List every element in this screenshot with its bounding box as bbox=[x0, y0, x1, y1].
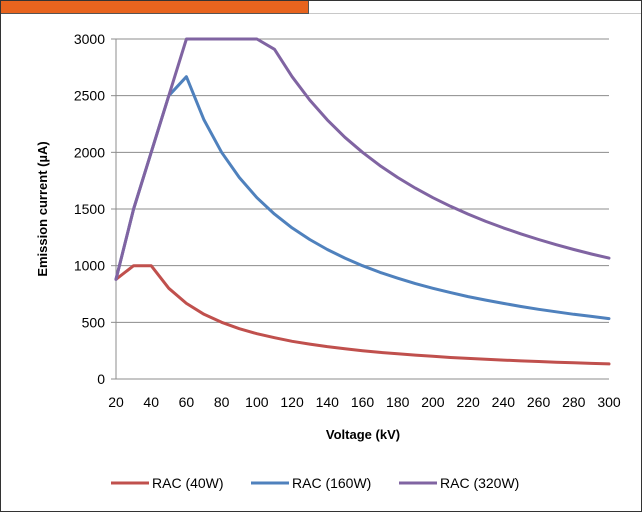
x-tick-label: 120 bbox=[280, 394, 304, 410]
y-tick-label: 0 bbox=[97, 371, 105, 387]
y-tick-labels: 0 500 1000 1500 2000 2500 3000 bbox=[74, 31, 105, 387]
x-tick-label: 180 bbox=[386, 394, 410, 410]
series-line-2 bbox=[114, 75, 611, 321]
x-tick-label: 280 bbox=[562, 394, 586, 410]
y-axis-title: Emission current (µA) bbox=[35, 141, 50, 276]
y-tick-label: 1500 bbox=[74, 201, 105, 217]
y-tick-label: 2500 bbox=[74, 88, 105, 104]
x-tick-label: 140 bbox=[316, 394, 340, 410]
header-divider bbox=[309, 1, 641, 14]
x-tick-label: 80 bbox=[214, 394, 230, 410]
legend-label-3: RAC (320W) bbox=[440, 475, 519, 491]
legend-label-2: RAC (160W) bbox=[292, 475, 371, 491]
x-tick-label: 300 bbox=[597, 394, 621, 410]
x-tick-label: 60 bbox=[179, 394, 195, 410]
y-tick-label: 2000 bbox=[74, 144, 105, 160]
x-tick-label: 100 bbox=[245, 394, 269, 410]
y-tick-label: 3000 bbox=[74, 31, 105, 47]
x-tick-label: 200 bbox=[421, 394, 445, 410]
x-tick-label: 40 bbox=[143, 394, 159, 410]
series-line-3 bbox=[114, 37, 611, 281]
axes bbox=[111, 38, 609, 380]
x-tick-labels: 20 40 60 80 100 120 140 160 180 200 220 240 260 280 30… bbox=[108, 394, 621, 410]
x-tick-label: 160 bbox=[351, 394, 375, 410]
y-tick-label: 1000 bbox=[74, 258, 105, 274]
legend: RAC (40W) RAC (160W) RAC (320W) bbox=[111, 475, 519, 491]
series-lines bbox=[114, 37, 611, 366]
x-tick-label: 260 bbox=[527, 394, 551, 410]
x-tick-label: 20 bbox=[108, 394, 124, 410]
header-tab bbox=[1, 1, 309, 14]
series-line-1 bbox=[114, 264, 611, 366]
y-tick-label: 500 bbox=[82, 314, 106, 330]
legend-label-1: RAC (40W) bbox=[152, 475, 224, 491]
grid-lines bbox=[116, 38, 609, 323]
x-tick-label: 220 bbox=[456, 394, 480, 410]
x-tick-label: 240 bbox=[492, 394, 516, 410]
x-axis-title: Voltage (kV) bbox=[326, 427, 400, 442]
